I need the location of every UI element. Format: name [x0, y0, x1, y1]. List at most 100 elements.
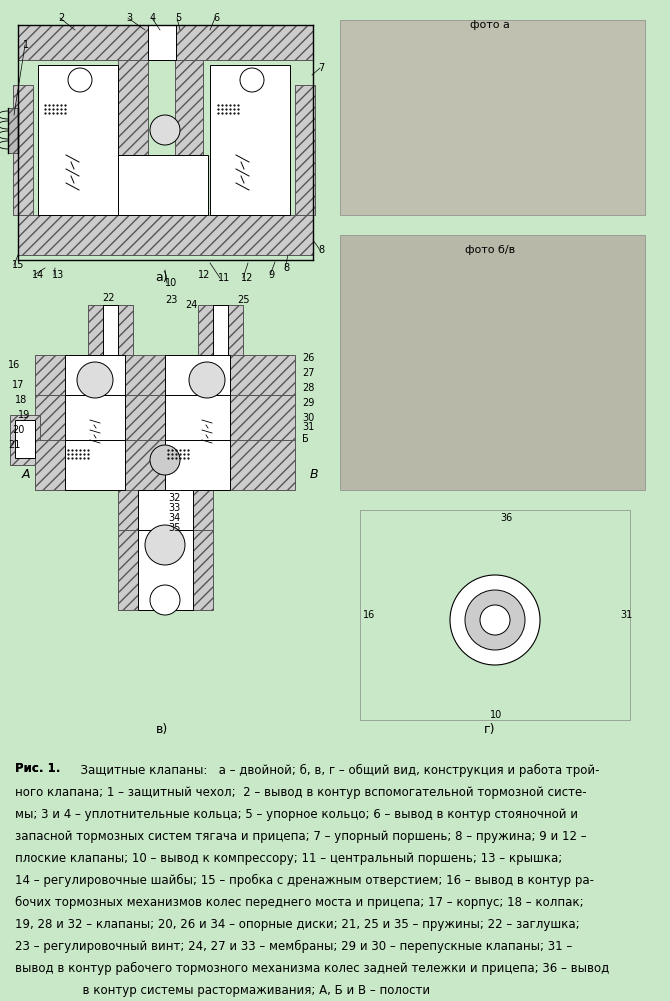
Bar: [340, 235, 645, 490]
Bar: [35, 440, 295, 490]
Bar: [55, 95, 100, 130]
Bar: [138, 530, 193, 610]
Text: запасной тормозных систем тягача и прицепа; 7 – упорный поршень; 8 – пружина; 9 : запасной тормозных систем тягача и прице…: [15, 830, 587, 843]
Bar: [175, 60, 203, 155]
Bar: [225, 95, 270, 130]
Bar: [198, 305, 243, 355]
Bar: [18, 215, 313, 255]
Text: 27: 27: [302, 368, 314, 378]
Text: 35: 35: [168, 523, 180, 533]
Bar: [340, 20, 645, 215]
Text: 10: 10: [165, 278, 178, 288]
Text: 24: 24: [185, 300, 198, 310]
Bar: [165, 395, 230, 440]
Bar: [118, 490, 213, 530]
Bar: [483, 653, 507, 677]
Text: 23: 23: [165, 295, 178, 305]
Text: 4: 4: [150, 13, 156, 23]
Bar: [438, 608, 462, 632]
Bar: [528, 608, 552, 632]
Text: 21: 21: [8, 440, 20, 450]
Text: Рис. 1.: Рис. 1.: [15, 762, 60, 775]
Text: 19: 19: [18, 410, 30, 420]
Bar: [35, 395, 295, 440]
Text: 18: 18: [15, 395, 27, 405]
Text: 34: 34: [168, 513, 180, 523]
Text: 11: 11: [218, 273, 230, 283]
Text: ного клапана; 1 – защитный чехол;  2 – вывод в контур вспомогательной тормозной : ного клапана; 1 – защитный чехол; 2 – вы…: [15, 786, 587, 799]
Text: фото б/в: фото б/в: [465, 245, 515, 255]
Text: 12: 12: [198, 270, 210, 280]
Circle shape: [150, 115, 180, 145]
Text: 28: 28: [302, 383, 314, 393]
Bar: [88, 305, 133, 355]
Text: 31
Б: 31 Б: [302, 422, 314, 443]
Bar: [15, 420, 35, 458]
Bar: [483, 563, 507, 587]
Circle shape: [189, 362, 225, 398]
Text: 2: 2: [58, 13, 64, 23]
Text: 14 – регулировочные шайбы; 15 – пробка с дренажным отверстием; 16 – вывод в конт: 14 – регулировочные шайбы; 15 – пробка с…: [15, 874, 594, 887]
Text: 14: 14: [32, 270, 44, 280]
Bar: [118, 530, 213, 610]
Bar: [138, 490, 193, 530]
Text: 22: 22: [102, 293, 115, 303]
Text: в): в): [156, 724, 168, 737]
Bar: [8, 108, 18, 153]
Bar: [118, 155, 208, 215]
Circle shape: [465, 590, 525, 650]
Bar: [213, 305, 228, 355]
Text: 23 – регулировочный винт; 24, 27 и 33 – мембраны; 29 и 30 – перепускные клапаны;: 23 – регулировочный винт; 24, 27 и 33 – …: [15, 940, 572, 953]
Circle shape: [240, 68, 264, 92]
Text: бочих тормозных механизмов колес переднего моста и прицепа; 17 – корпус; 18 – ко: бочих тормозных механизмов колес передне…: [15, 896, 584, 909]
Text: В: В: [310, 468, 319, 481]
Bar: [165, 440, 230, 490]
Text: 15: 15: [12, 260, 24, 270]
Text: 16: 16: [8, 360, 20, 370]
Circle shape: [450, 575, 540, 665]
Text: А: А: [22, 468, 31, 481]
Text: 31: 31: [620, 610, 632, 620]
Text: 3: 3: [126, 13, 132, 23]
Text: 29: 29: [302, 398, 314, 408]
Text: 30: 30: [302, 413, 314, 423]
Text: фото а: фото а: [470, 20, 510, 30]
Text: 8: 8: [283, 263, 289, 273]
Bar: [13, 85, 33, 215]
Bar: [38, 65, 118, 215]
Bar: [65, 395, 125, 440]
Text: 19, 28 и 32 – клапаны; 20, 26 и 34 – опорные диски; 21, 25 и 35 – пружины; 22 – : 19, 28 и 32 – клапаны; 20, 26 и 34 – опо…: [15, 918, 580, 931]
Circle shape: [150, 445, 180, 475]
Bar: [103, 305, 118, 355]
Bar: [118, 60, 148, 155]
Bar: [10, 415, 40, 465]
Bar: [65, 440, 125, 490]
Text: 33: 33: [168, 503, 180, 513]
Text: 16: 16: [363, 610, 375, 620]
Bar: [210, 65, 290, 215]
Text: 7: 7: [318, 63, 324, 73]
Text: г): г): [484, 724, 496, 737]
Text: 32: 32: [168, 493, 180, 503]
Text: мы; 3 и 4 – уплотнительные кольца; 5 – упорное кольцо; 6 – вывод в контур стояно: мы; 3 и 4 – уплотнительные кольца; 5 – у…: [15, 808, 578, 821]
Text: 6: 6: [213, 13, 219, 23]
Bar: [18, 25, 313, 60]
Text: 36: 36: [500, 513, 513, 523]
Text: 9: 9: [268, 270, 274, 280]
Text: Защитные клапаны:   а – двойной; б, в, г – общий вид, конструкция и работа трой-: Защитные клапаны: а – двойной; б, в, г –…: [73, 764, 600, 777]
Bar: [35, 355, 295, 395]
Text: 13: 13: [52, 270, 64, 280]
Bar: [295, 85, 315, 215]
Circle shape: [68, 68, 92, 92]
Text: 25: 25: [237, 295, 249, 305]
Text: 12: 12: [241, 273, 253, 283]
Text: а): а): [155, 271, 168, 284]
Circle shape: [77, 362, 113, 398]
Text: 26: 26: [302, 353, 314, 363]
Bar: [148, 25, 176, 60]
Bar: [360, 510, 630, 720]
Circle shape: [480, 605, 510, 635]
Text: Рис. 1.: Рис. 1.: [15, 762, 60, 775]
Bar: [65, 355, 125, 395]
Bar: [165, 355, 230, 395]
